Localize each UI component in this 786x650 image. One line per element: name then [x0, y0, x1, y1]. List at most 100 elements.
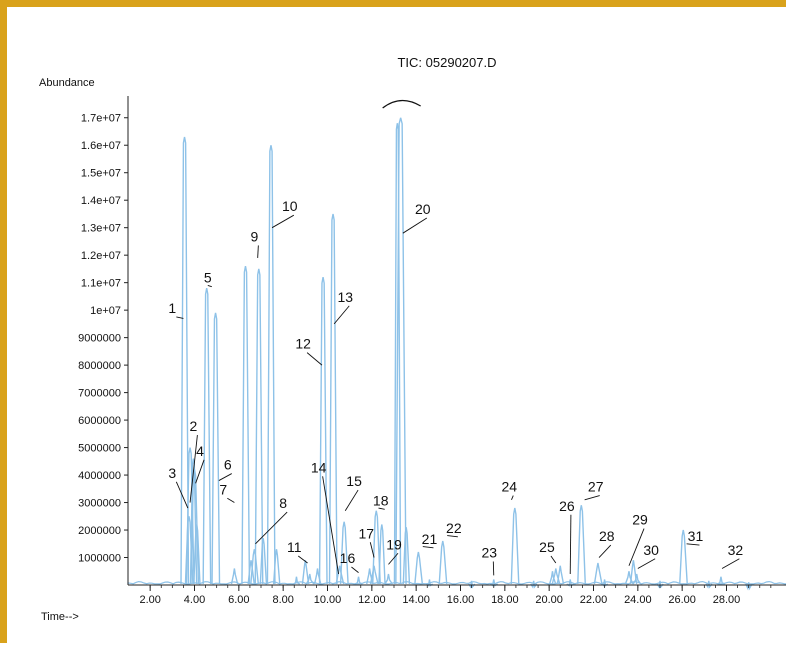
- y-tick-label: 1.2e+07: [81, 250, 121, 262]
- y-tick-label: 1.3e+07: [81, 223, 121, 235]
- peak-label: 12: [295, 336, 311, 352]
- peak-22: [439, 541, 446, 584]
- peak-label: 26: [559, 498, 575, 514]
- y-tick-label: 6000000: [78, 415, 121, 427]
- peak-label: 2: [189, 418, 197, 434]
- peak-leader-line: [219, 474, 232, 481]
- x-tick-label: 20.00: [535, 594, 563, 606]
- peak-leader-line: [196, 460, 204, 483]
- x-tick-label: 4.00: [184, 594, 205, 606]
- x-tick-label: 14.00: [402, 594, 430, 606]
- minor-peak-22: [706, 581, 712, 587]
- x-tick-label: 24.00: [624, 594, 652, 606]
- peak-label: 1: [168, 300, 176, 316]
- y-tick-label: 5000000: [78, 443, 121, 455]
- peak-leader-line: [570, 515, 571, 574]
- y-axis-label: Abundance: [39, 77, 95, 89]
- peak-9: [255, 269, 262, 584]
- peak-label: 18: [373, 492, 389, 508]
- y-tick-label: 9000000: [78, 333, 121, 345]
- peak-leader-line: [629, 529, 644, 566]
- x-tick-label: 12.00: [358, 594, 386, 606]
- peak-label: 29: [632, 512, 648, 528]
- y-tick-label: 1e+07: [90, 305, 121, 317]
- peak-16: [355, 577, 362, 584]
- y-tick-label: 7000000: [78, 388, 121, 400]
- peak-label: 27: [588, 479, 604, 495]
- x-tick-label: 22.00: [580, 594, 608, 606]
- peak-24: [511, 508, 518, 584]
- chromatogram-chart: TIC: 05290207.D Abundance Time--> 100000…: [7, 7, 786, 650]
- peak-31: [680, 530, 687, 584]
- peak-label: 9: [250, 228, 258, 244]
- peak-label: 15: [346, 473, 362, 489]
- peak-label: 21: [422, 531, 438, 547]
- y-tick-label: 1.5e+07: [81, 168, 121, 180]
- x-tick-label: 16.00: [447, 594, 475, 606]
- peak-label: 17: [359, 525, 375, 541]
- peak-leader-line: [585, 496, 600, 500]
- peak-label: 20: [415, 201, 431, 217]
- peak-12: [320, 277, 327, 584]
- minor-peak-16: [531, 581, 537, 587]
- peak-21: [415, 552, 422, 584]
- peak-leader-line: [599, 545, 611, 557]
- peak-label: 8: [279, 495, 287, 511]
- y-axis-ticks: 1000000200000030000004000000500000060000…: [78, 113, 128, 565]
- peak-5: [203, 288, 210, 584]
- peak-label: 32: [728, 542, 744, 558]
- peak-leader-line: [403, 218, 427, 233]
- peak-8: [251, 549, 258, 584]
- peak-leader-line: [307, 353, 322, 365]
- peak-label: 23: [482, 545, 498, 561]
- x-tick-label: 28.00: [713, 594, 741, 606]
- y-tick-label: 8000000: [78, 360, 121, 372]
- peak-label: 30: [643, 542, 659, 558]
- x-tick-label: 6.00: [228, 594, 249, 606]
- peak-leader-line: [345, 490, 358, 511]
- peak-leader-line: [351, 567, 358, 573]
- peak-label: 3: [168, 465, 176, 481]
- peak-label: 10: [282, 198, 298, 214]
- peak-label: 13: [337, 289, 353, 305]
- chart-title: TIC: 05290207.D: [397, 55, 496, 70]
- y-tick-label: 1000000: [78, 553, 121, 565]
- peak-label: 6: [224, 457, 232, 473]
- x-tick-label: 8.00: [272, 594, 293, 606]
- x-tick-label: 18.00: [491, 594, 519, 606]
- peak-20: [396, 118, 406, 584]
- y-tick-label: 1.1e+07: [81, 278, 121, 290]
- y-tick-label: 1.4e+07: [81, 195, 121, 207]
- peak-leader-line: [511, 496, 513, 500]
- axis-break-mark: [383, 100, 421, 108]
- x-tick-label: 2.00: [139, 594, 160, 606]
- peak-labels: 1234567891011121314151617181920212223242…: [168, 198, 743, 575]
- peak-leader-line: [722, 559, 739, 569]
- y-tick-label: 3000000: [78, 498, 121, 510]
- peak-28: [594, 563, 601, 584]
- peak-label: 31: [688, 528, 704, 544]
- axes: [128, 96, 786, 585]
- x-axis-label: Time-->: [41, 611, 79, 623]
- peak-label: 16: [340, 550, 356, 566]
- peak-leader-line: [258, 245, 259, 257]
- peak-label: 4: [196, 443, 204, 459]
- peak-leader-line: [227, 498, 234, 502]
- peak-leader-line: [638, 559, 655, 569]
- peak-leader-line: [551, 556, 556, 563]
- peak-leader-line: [298, 556, 307, 563]
- y-tick-label: 1.7e+07: [81, 113, 121, 125]
- x-tick-label: 10.00: [314, 594, 342, 606]
- peak-label: 22: [446, 520, 462, 536]
- peak-27: [578, 505, 585, 584]
- peak-label: 7: [219, 481, 227, 497]
- y-tick-label: 1.6e+07: [81, 140, 121, 152]
- peak-6: [212, 313, 219, 584]
- peak-7: [242, 266, 249, 584]
- peak-32: [717, 577, 724, 584]
- peak-17: [371, 566, 378, 584]
- peak-label: 14: [311, 459, 327, 475]
- minor-peak-5: [260, 538, 266, 584]
- peak-label: 24: [501, 479, 517, 495]
